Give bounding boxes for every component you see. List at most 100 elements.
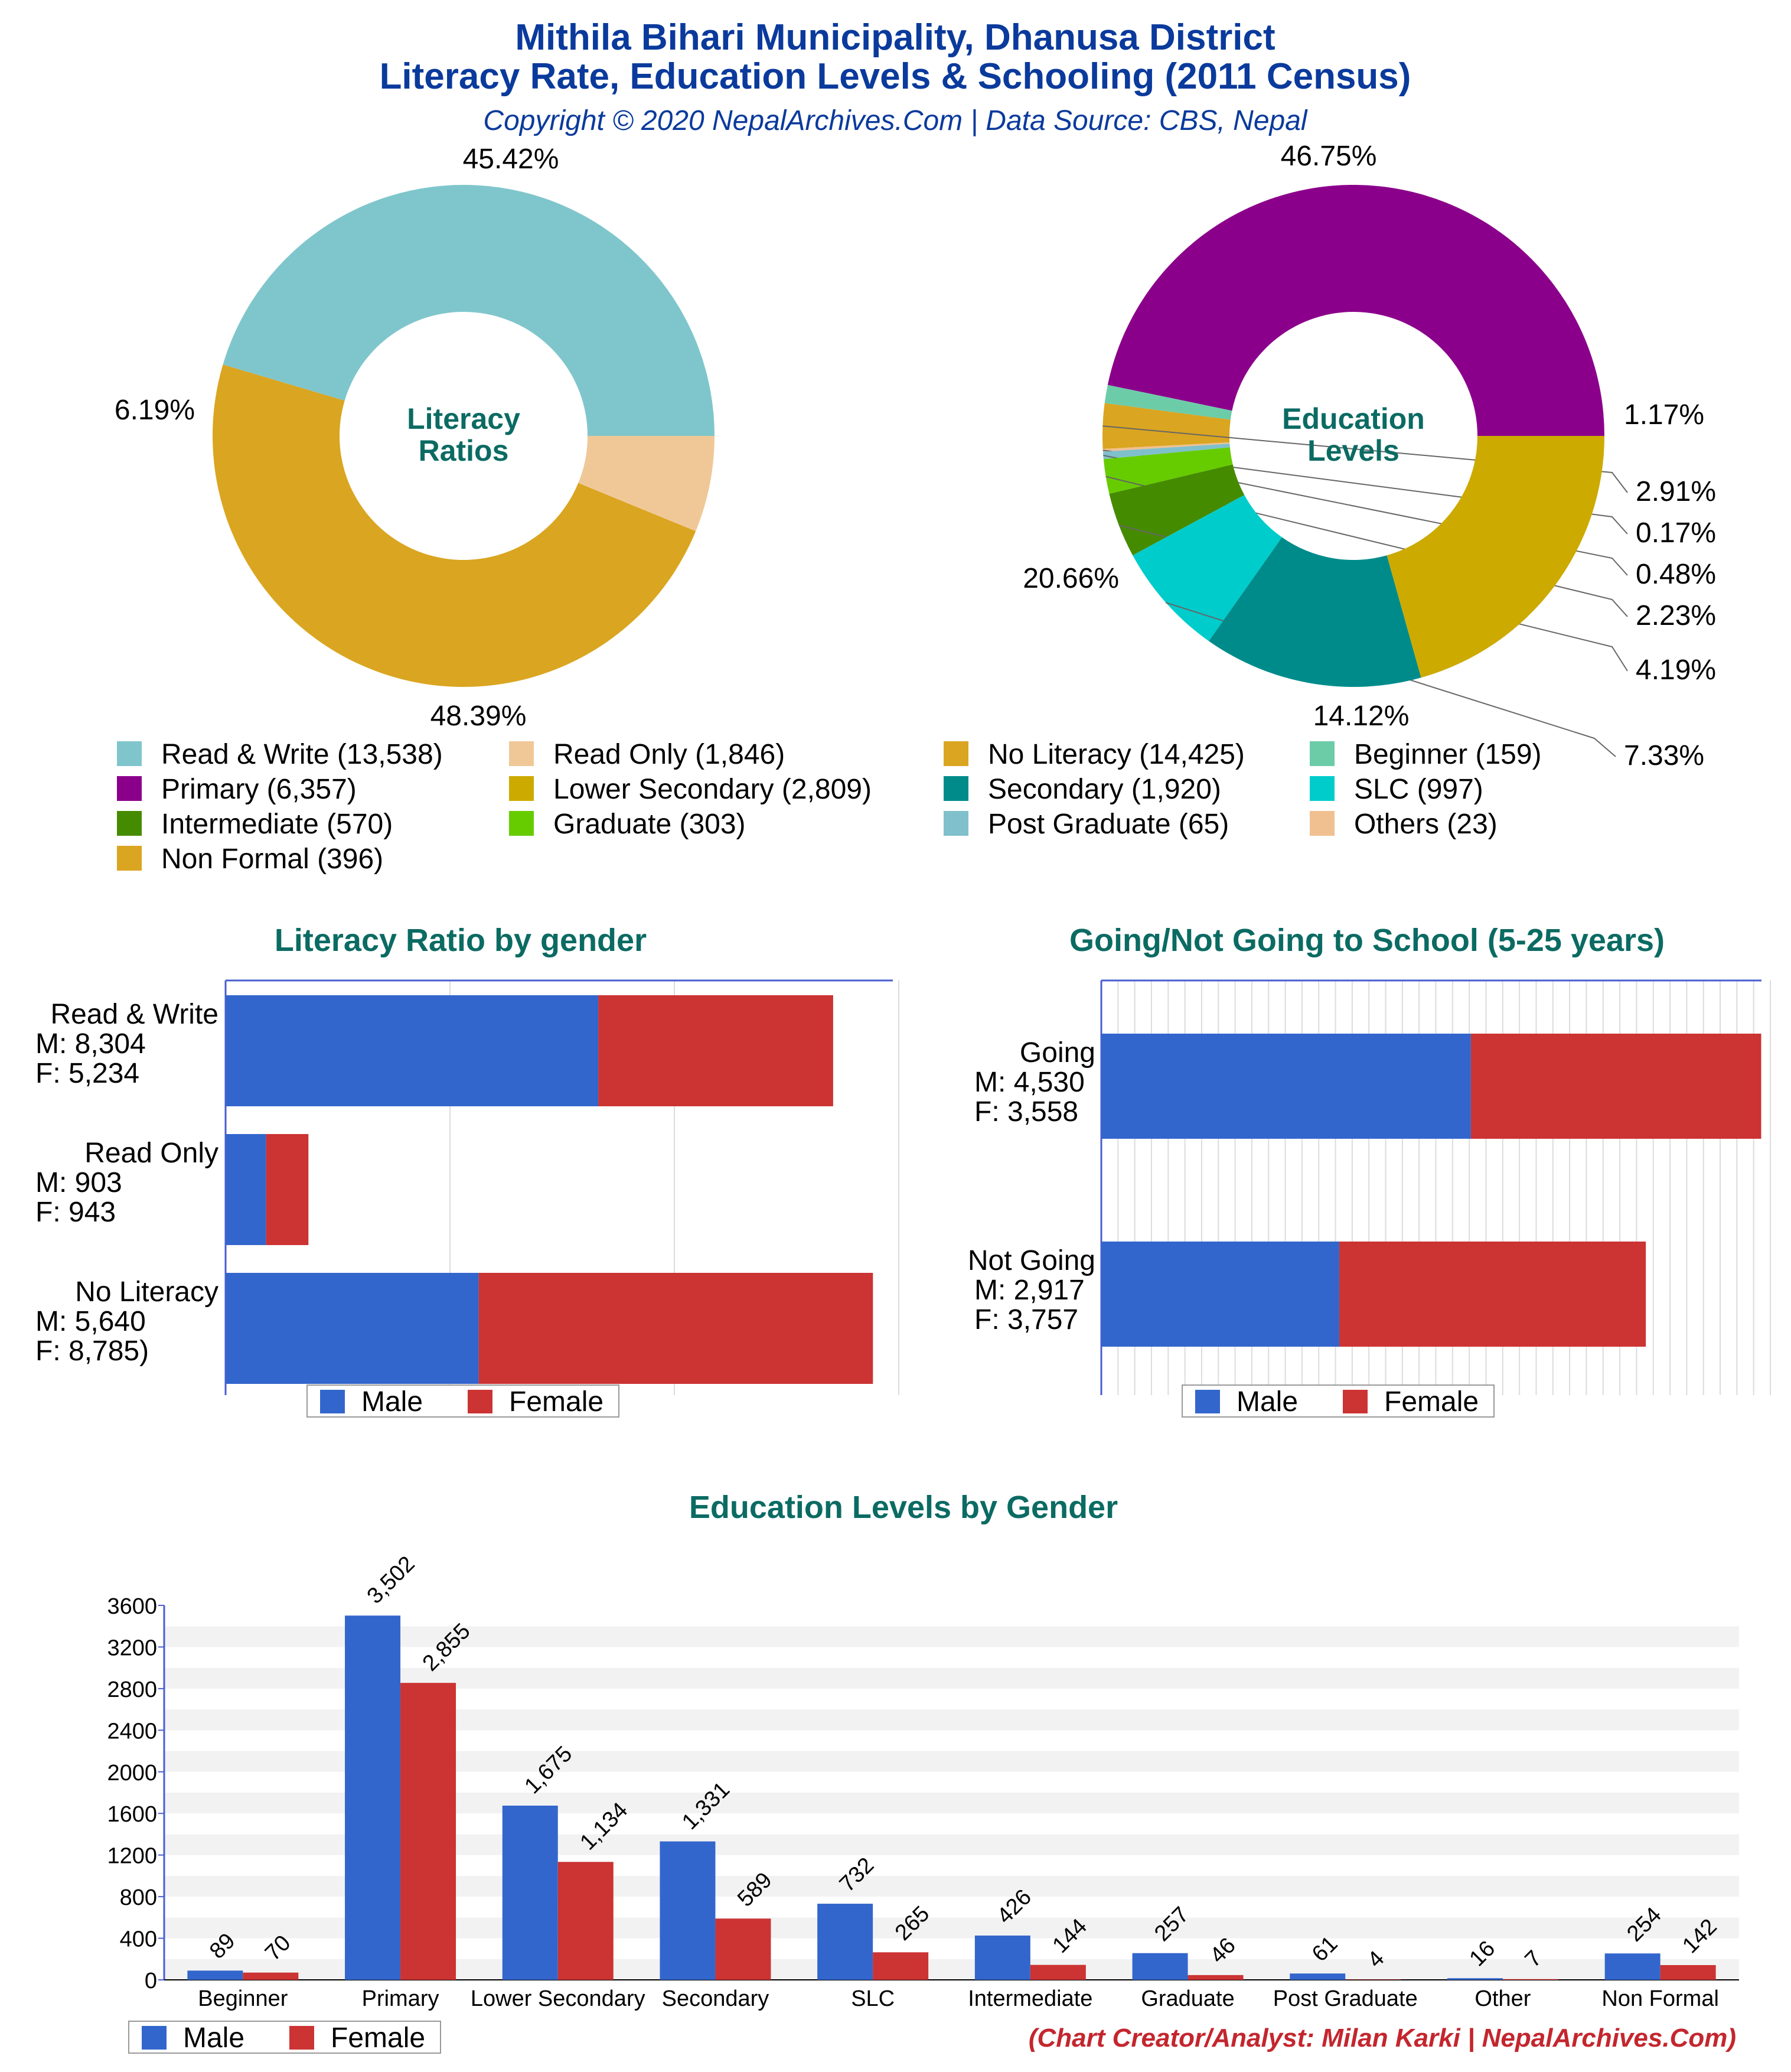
- grid-band: [164, 1647, 1739, 1668]
- legend-male-label: Male: [183, 2022, 244, 2054]
- donut-center-label: Ratios: [419, 434, 509, 467]
- legend-item: Post Graduate (65): [988, 809, 1229, 840]
- bar-value-label: 3,502: [363, 1552, 420, 1609]
- bar-category-label: F: 5,234: [35, 1058, 139, 1089]
- bar-category-label: Going: [1020, 1037, 1095, 1068]
- bar-category-label: M: 2,917: [974, 1275, 1085, 1306]
- bar-female: [873, 1952, 929, 1980]
- bar-category-label: F: 8,785): [35, 1335, 149, 1367]
- bar-male: [817, 1904, 873, 1980]
- legend-swatch: [117, 811, 142, 836]
- legend-swatch: [509, 776, 534, 801]
- x-category-label: Beginner: [198, 1986, 288, 2011]
- legend-swatch: [117, 741, 142, 766]
- bar-category-label: Read & Write: [50, 999, 218, 1030]
- x-category-label: Primary: [362, 1986, 439, 2011]
- chart-credit: (Chart Creator/Analyst: Milan Karki | Ne…: [1029, 2024, 1736, 2053]
- y-tick-label: 1600: [107, 1802, 157, 1827]
- y-tick-label: 1200: [107, 1844, 157, 1869]
- bar-category-label: F: 3,757: [974, 1304, 1078, 1335]
- bar-male: [1290, 1973, 1346, 1980]
- bar-female: [1502, 1979, 1558, 1980]
- pie-legend: Read & Write (13,538) Read Only (1,846) No…: [117, 739, 1542, 875]
- donut-center-label: Education: [1282, 402, 1425, 435]
- donut-slice-graduate: [1103, 447, 1233, 494]
- x-category-label: SLC: [851, 1986, 895, 2011]
- legend-swatch-female: [1343, 1390, 1368, 1413]
- education-by-gender-title: Education Levels by Gender: [689, 1490, 1118, 1525]
- x-category-label: Lower Secondary: [471, 1986, 645, 2011]
- bar-male: [502, 1806, 558, 1980]
- bar-male: [1101, 1034, 1471, 1139]
- y-tick-label: 2400: [107, 1719, 157, 1744]
- bar-category-label: M: 8,304: [35, 1028, 146, 1060]
- legend-swatch: [509, 811, 534, 836]
- x-category-label: Other: [1474, 1986, 1531, 2011]
- bar-male: [187, 1970, 243, 1980]
- bar-category-label: M: 903: [35, 1167, 122, 1198]
- bar-category-label: F: 3,558: [974, 1096, 1078, 1128]
- bar-category-label: No Literacy: [75, 1276, 218, 1308]
- donut-center-label: Levels: [1307, 434, 1399, 467]
- donut-center-label: Literacy: [407, 402, 520, 435]
- donut-slice-non-formal: [1102, 403, 1231, 449]
- legend-item: SLC (997): [1354, 774, 1483, 805]
- donut-slice-primary: [1107, 185, 1604, 436]
- legend-swatch-male: [320, 1390, 345, 1413]
- bar-female: [1660, 1965, 1716, 1980]
- y-tick-label: 3200: [107, 1636, 157, 1660]
- slice-percent-label: 20.66%: [1023, 563, 1119, 594]
- bar-category-label: Not Going: [968, 1245, 1095, 1276]
- legend-item: Others (23): [1354, 809, 1498, 840]
- legend-swatch: [117, 776, 142, 801]
- legend-item: No Literacy (14,425): [988, 739, 1245, 770]
- grid-band: [164, 1626, 1739, 1647]
- legend-male-label: Male: [1237, 1386, 1298, 1418]
- y-tick-label: 3600: [107, 1594, 157, 1619]
- donut-slice-read-write: [223, 185, 715, 436]
- x-category-label: Non Formal: [1601, 1986, 1719, 2011]
- slice-percent-label: 45.42%: [463, 144, 559, 175]
- legend-item: Read & Write (13,538): [161, 739, 443, 770]
- bar-category-label: M: 4,530: [974, 1067, 1085, 1098]
- bar-male: [1447, 1978, 1503, 1980]
- legend-swatch: [509, 741, 534, 766]
- donut-slice-lower-secondary: [1387, 436, 1604, 678]
- school-going-title: Going/Not Going to School (5-25 years): [1069, 923, 1665, 958]
- bar-female: [1339, 1242, 1646, 1347]
- bar-female: [1345, 1979, 1401, 1980]
- legend-swatch: [944, 741, 968, 766]
- y-tick-label: 2800: [107, 1677, 157, 1702]
- slice-percent-label: 0.48%: [1636, 559, 1716, 590]
- bar-male: [1132, 1953, 1188, 1980]
- legend-swatch: [1310, 776, 1335, 801]
- x-category-label: Graduate: [1141, 1986, 1234, 2011]
- slice-percent-label: 14.12%: [1313, 701, 1410, 732]
- donut-slice-intermediate: [1109, 464, 1245, 556]
- legend-swatch: [117, 846, 142, 871]
- donut-slice-others: [1102, 442, 1230, 452]
- y-tick-label: 800: [120, 1885, 157, 1910]
- bar-female: [400, 1683, 456, 1980]
- bar-female: [557, 1862, 614, 1980]
- legend-item: Read Only (1,846): [553, 739, 785, 770]
- legend-item: Graduate (303): [553, 809, 746, 840]
- legend-swatch: [1310, 741, 1335, 766]
- bar-male: [226, 1273, 479, 1384]
- donut-slice-secondary: [1209, 537, 1421, 687]
- bar-male: [226, 995, 599, 1106]
- bar-category-label: F: 943: [35, 1197, 116, 1228]
- slice-percent-label: 4.19%: [1636, 654, 1716, 686]
- bar-category-label: Read Only: [84, 1138, 218, 1169]
- education-levels-donut: 46.75% 1.17% 2.91% 0.17% 0.48% 2.23% 4.19% 7.33…: [1023, 141, 1716, 771]
- x-category-label: Intermediate: [968, 1986, 1092, 2011]
- bar-male: [660, 1841, 716, 1980]
- bar-female: [1030, 1965, 1086, 1980]
- slice-percent-label: 48.39%: [430, 701, 527, 732]
- legend-female-label: Female: [1384, 1386, 1479, 1418]
- legend-item: Non Formal (396): [161, 843, 383, 875]
